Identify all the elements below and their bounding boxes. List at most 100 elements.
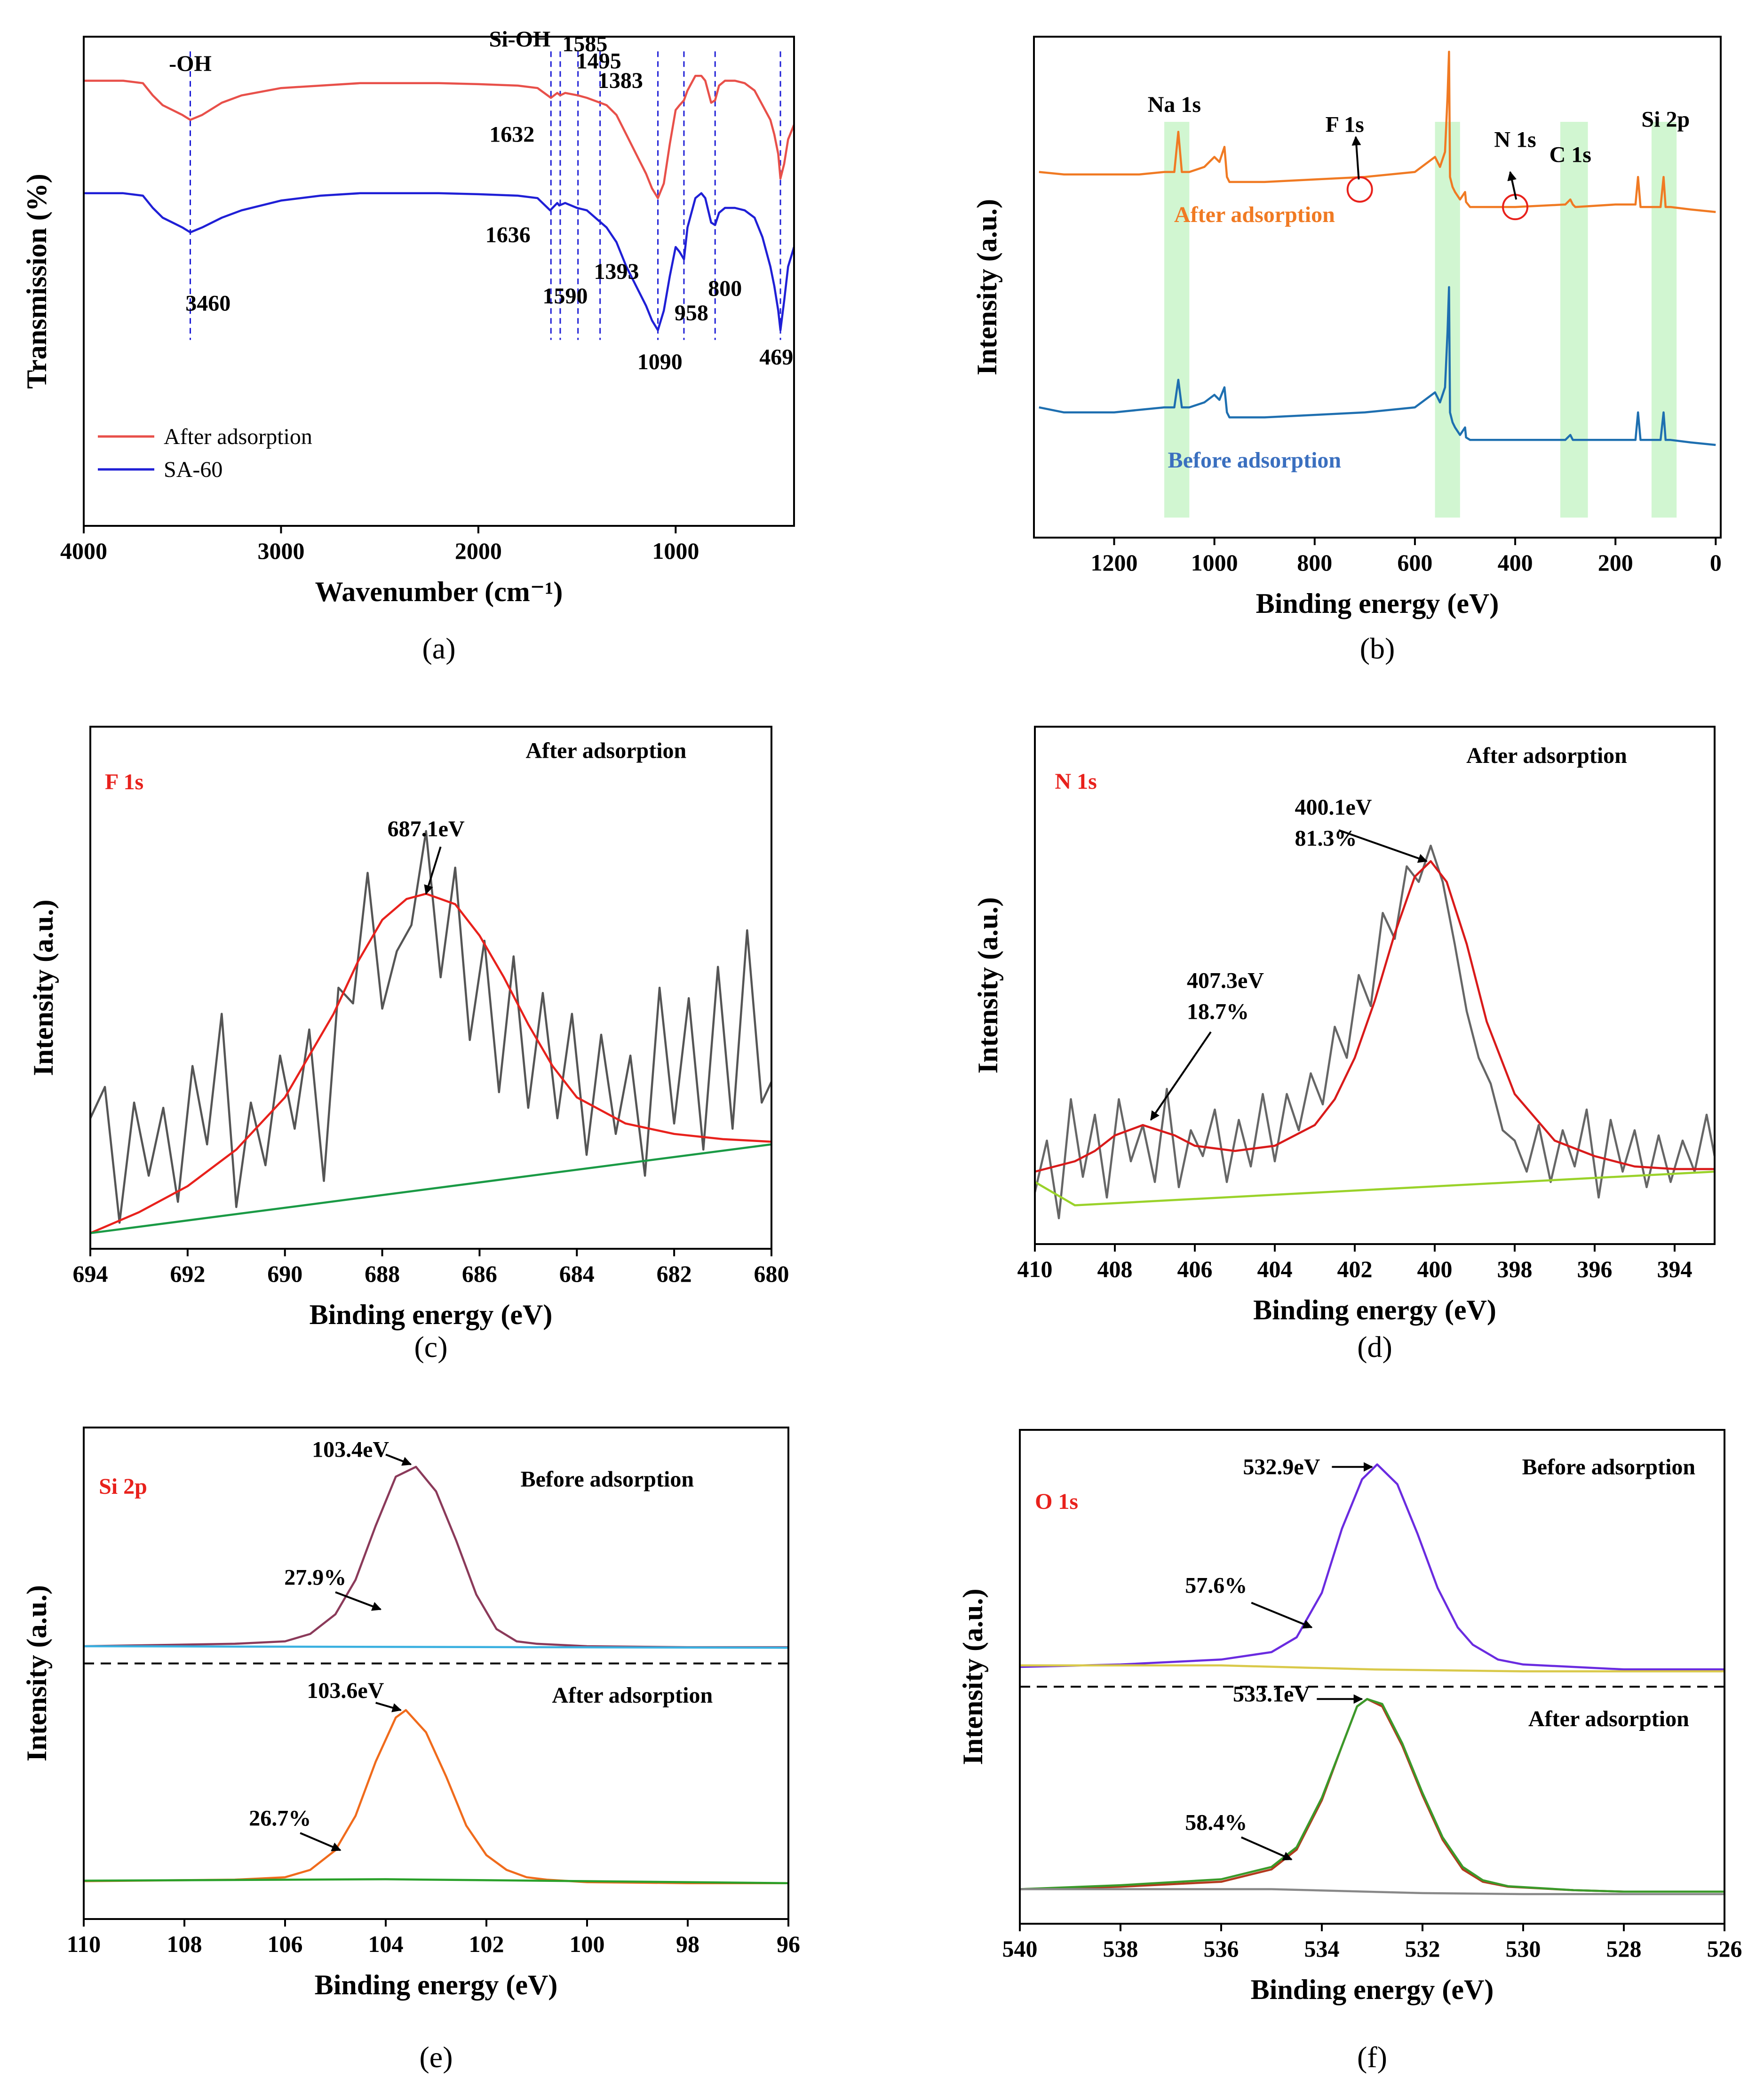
- annotation-label: 26.7%: [249, 1806, 311, 1831]
- marker-circle: [1346, 176, 1373, 203]
- highlight-band: [1560, 122, 1588, 518]
- x-axis-label: Binding energy (eV): [315, 1969, 558, 2000]
- annotation-label: 18.7%: [1187, 999, 1249, 1024]
- annotation-label: 81.3%: [1295, 826, 1357, 851]
- y-axis-label: Intensity (a.u.): [972, 897, 1003, 1073]
- annotation-label: Si 2p: [1641, 107, 1690, 132]
- annotation-label: N 1s: [1494, 127, 1536, 152]
- panel-caption: (d): [1357, 1330, 1392, 1364]
- series-line: [89, 830, 773, 1224]
- x-tick-label: 534: [1304, 1935, 1340, 1962]
- x-tick-label: 530: [1506, 1935, 1541, 1962]
- peak-label: 958: [675, 301, 708, 325]
- peak-label: 1090: [637, 349, 683, 374]
- x-tick-label: 532: [1405, 1935, 1440, 1962]
- x-axis-label: Binding energy (eV): [310, 1299, 553, 1330]
- x-axis-label: Binding energy (eV): [1251, 1974, 1494, 2005]
- series-line: [1039, 50, 1716, 214]
- annotation-label: 533.1eV: [1233, 1682, 1310, 1707]
- x-tick-label: 682: [657, 1261, 692, 1287]
- x-tick-label: 394: [1657, 1256, 1692, 1282]
- peak-label: Si-OH: [489, 27, 551, 52]
- highlight-band: [1164, 122, 1190, 518]
- annotation-label: Before adsorption: [1168, 448, 1341, 473]
- x-tick-label: 528: [1606, 1935, 1642, 1962]
- annotation-label: F 1s: [105, 769, 143, 794]
- annotation-arrow: [1351, 136, 1361, 180]
- x-tick-label: 1200: [1091, 549, 1138, 576]
- series-line: [1020, 1664, 1724, 1673]
- annotation-label: After adsorption: [1466, 743, 1627, 768]
- annotation-arrow: [1240, 1836, 1293, 1861]
- panel-caption: (f): [1357, 2040, 1387, 2074]
- panel-c: F 1s After adsorption 687.1eV 694 692 690 688 6…: [28, 726, 789, 1364]
- annotation-label: 103.4eV: [312, 1437, 389, 1462]
- x-tick-label: 694: [73, 1261, 108, 1287]
- x-tick-label: 104: [368, 1931, 404, 1957]
- panel-caption: (e): [419, 2040, 453, 2074]
- panel-caption: (a): [422, 632, 455, 665]
- annotation-arrow: [424, 846, 442, 895]
- y-axis-label: Intensity (a.u.): [957, 1588, 988, 1765]
- peak-label: 3460: [185, 291, 230, 316]
- peak-label: 1383: [598, 68, 643, 93]
- series-line: [83, 1878, 789, 1884]
- axes-frame: [1019, 1429, 1725, 1925]
- y-axis-label: Intensity (a.u.): [28, 899, 59, 1076]
- annotation-label: O 1s: [1035, 1489, 1078, 1514]
- annotation-label: 532.9eV: [1243, 1455, 1320, 1480]
- x-tick-label: 110: [67, 1931, 101, 1957]
- x-tick-label: 3000: [257, 538, 304, 564]
- x-tick-label: 684: [559, 1261, 595, 1287]
- annotation-arrow: [385, 1453, 412, 1466]
- annotation-label: Na 1s: [1148, 92, 1201, 117]
- series-line: [83, 1466, 788, 1649]
- annotation-label: 57.6%: [1185, 1573, 1247, 1598]
- series-line: [1019, 1463, 1724, 1671]
- annotation-label: 400.1eV: [1295, 795, 1372, 820]
- annotation-arrow: [300, 1832, 342, 1851]
- x-tick-label: 690: [267, 1261, 302, 1287]
- annotation-arrow: [1507, 171, 1518, 200]
- annotation-label: 58.4%: [1185, 1810, 1247, 1835]
- x-tick-label: 4000: [60, 538, 107, 564]
- annotation-label: C 1s: [1549, 142, 1591, 167]
- annotation-arrow: [335, 1591, 382, 1611]
- panel-e: Si 2p Before adsorption After adsorption 10…: [21, 1427, 800, 2074]
- peak-label: 1495: [576, 49, 621, 74]
- peak-label: 800: [708, 276, 742, 301]
- x-tick-label: 400: [1498, 549, 1533, 576]
- panel-caption: (b): [1360, 632, 1395, 665]
- x-tick-label: 200: [1598, 549, 1633, 576]
- x-tick-label: 540: [1002, 1935, 1038, 1962]
- annotation-label: After adsorption: [1528, 1706, 1689, 1731]
- series-line: [90, 892, 772, 1234]
- legend-label: After adsorption: [164, 424, 312, 449]
- x-tick-label: 2000: [455, 538, 502, 564]
- peak-label: 1636: [485, 222, 531, 247]
- y-axis-label: Intensity (a.u.): [21, 1585, 52, 1761]
- x-tick-label: 408: [1097, 1256, 1133, 1282]
- x-tick-label: 692: [170, 1261, 205, 1287]
- annotation-label: Before adsorption: [1522, 1455, 1695, 1480]
- peak-label: 469: [759, 345, 793, 370]
- annotation-label: 27.9%: [284, 1565, 346, 1590]
- series-line: [90, 1143, 772, 1234]
- x-tick-label: 538: [1103, 1935, 1138, 1962]
- panel-d: N 1s After adsorption 400.1eV 81.3% 407.3eV 1…: [972, 726, 1716, 1364]
- x-tick-label: 96: [777, 1931, 800, 1957]
- panel-caption: (c): [414, 1330, 447, 1364]
- x-tick-label: 404: [1257, 1256, 1293, 1282]
- axes-frame: [83, 1427, 789, 1920]
- x-axis-label: Binding energy (eV): [1256, 588, 1499, 619]
- x-tick-label: 98: [676, 1931, 699, 1957]
- series-line: [1019, 1698, 1724, 1893]
- annotation-label: 407.3eV: [1187, 968, 1264, 993]
- series-line: [84, 192, 795, 332]
- annotation-label: N 1s: [1055, 769, 1097, 794]
- x-tick-label: 406: [1177, 1256, 1213, 1282]
- series-line: [1034, 860, 1715, 1173]
- series-line: [1034, 1170, 1715, 1206]
- x-tick-label: 106: [268, 1931, 303, 1957]
